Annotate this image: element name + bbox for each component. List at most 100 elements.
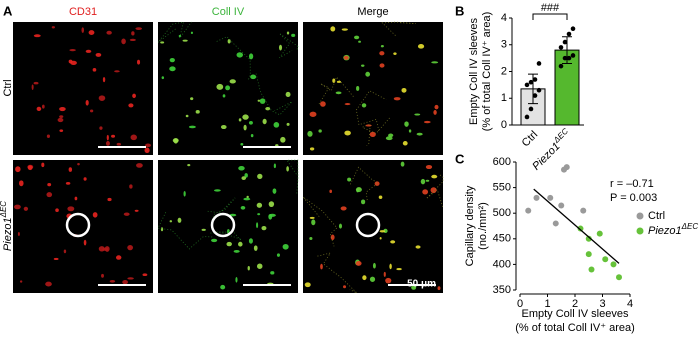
cell-signal (169, 57, 175, 63)
cell-signal (270, 271, 275, 275)
data-point (616, 274, 622, 281)
cell-signal (355, 187, 362, 193)
highlight-circle (210, 212, 236, 238)
cell-signal (144, 147, 150, 154)
y-axis-label: Empty Coll IV sleeves (468, 18, 480, 125)
cell-signal (257, 173, 263, 179)
micrograph (13, 160, 153, 293)
vessel-trace (349, 166, 379, 201)
data-point (585, 235, 592, 242)
cell-signal (135, 27, 142, 31)
cell-signal (422, 189, 429, 195)
cell-signal (425, 179, 430, 182)
cell-signal (276, 253, 280, 257)
cell-signal (19, 280, 23, 283)
cell-signal (229, 213, 237, 217)
cell-signal (309, 237, 313, 241)
cell-signal (89, 109, 94, 113)
cell-signal (408, 129, 412, 133)
cell-signal (42, 104, 45, 109)
panel-letter: A (3, 3, 13, 18)
cell-signal (33, 81, 39, 85)
data-point (524, 82, 530, 88)
cell-signal (220, 124, 227, 130)
cell-signal (286, 122, 290, 126)
legend-label: Piezo1ΔEC (648, 222, 698, 237)
cell-signal (411, 285, 417, 290)
cell-signal (69, 49, 76, 52)
cell-signal (273, 122, 280, 128)
cell-signal (238, 118, 242, 122)
vessel-trace (210, 231, 242, 240)
cell-signal (402, 141, 408, 146)
cell-signal (15, 166, 21, 173)
data-point (536, 61, 542, 66)
cell-signal (127, 277, 134, 280)
x-axis-label: (% of total Coll IV⁺ area) (515, 322, 635, 334)
cell-signal (107, 197, 112, 202)
cell-signal (51, 26, 55, 29)
cell-signal (256, 263, 263, 269)
cell-signal (129, 38, 136, 42)
cell-signal (59, 107, 66, 112)
y-tick-label: 400 (493, 258, 511, 270)
data-point (524, 114, 530, 120)
cell-signal (347, 177, 352, 182)
cell-signal (257, 213, 261, 216)
data-point (577, 225, 584, 232)
data-point (558, 63, 564, 69)
cell-signal (243, 124, 247, 131)
cell-signal (104, 246, 110, 252)
cell-signal (259, 98, 266, 104)
row-label-sup: ΔEC (0, 201, 8, 219)
cell-signal (36, 106, 42, 111)
cell-signal (41, 162, 45, 168)
cell-signal (286, 166, 289, 172)
cell-signal (216, 83, 224, 90)
cell-signal (431, 174, 438, 179)
cell-signal (46, 192, 53, 198)
cell-signal (23, 206, 29, 211)
cell-signal (250, 74, 257, 80)
cell-signal (59, 129, 64, 132)
vessel-trace (157, 21, 192, 43)
cell-signal (248, 120, 253, 125)
cell-signal (344, 103, 351, 106)
x-tick-label-base: Ctrl (520, 129, 541, 150)
cell-signal (134, 209, 139, 212)
cell-signal (282, 243, 289, 250)
cell-signal (238, 241, 243, 247)
cell-signal (253, 245, 258, 251)
vessel-trace (214, 36, 251, 80)
cell-signal (240, 142, 244, 146)
column-label: Coll IV (212, 6, 245, 18)
cell-signal (320, 101, 326, 107)
cell-signal (389, 263, 392, 270)
x-tick-label: 3 (599, 298, 605, 310)
row-label-base: Piezo1 (2, 217, 14, 251)
cell-signal (102, 77, 106, 83)
cell-signal (129, 184, 133, 189)
y-axis-label: (% of total Coll IV⁺ area) (481, 12, 493, 132)
panel-letter: B (455, 3, 464, 18)
cell-signal (77, 162, 80, 166)
cell-signal (131, 31, 135, 36)
y-axis-label: (no./mm²) (477, 202, 489, 250)
cell-signal (365, 71, 371, 77)
cell-signal (329, 189, 333, 194)
cell-signal (291, 33, 296, 38)
cell-signal (431, 61, 439, 64)
y-tick-label: 0 (501, 119, 507, 131)
highlight-circle (65, 212, 91, 238)
cell-signal (83, 239, 87, 246)
x-axis-label: Empty Coll IV sleeves (522, 308, 629, 320)
cell-signal (423, 120, 431, 124)
cell-signal (33, 34, 41, 38)
data-point (570, 53, 576, 58)
cell-signal (31, 84, 34, 90)
y-tick-label: 550 (493, 182, 511, 194)
x-tick-label-base: Piezo1 (530, 140, 562, 172)
cell-signal (130, 134, 137, 141)
cell-signal (19, 180, 24, 187)
